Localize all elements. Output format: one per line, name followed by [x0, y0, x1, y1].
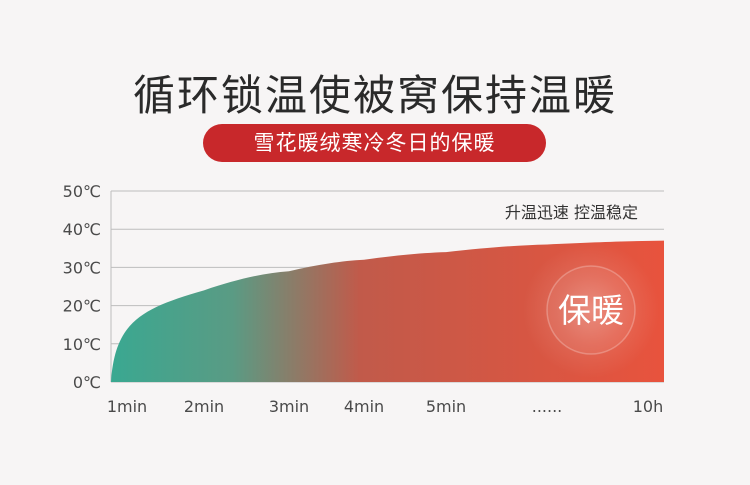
chart-annotation: 升温迅速 控温稳定 — [505, 203, 638, 222]
y-tick-label: 20℃ — [63, 297, 101, 316]
y-tick-label: 40℃ — [63, 220, 101, 239]
y-tick-label: 30℃ — [63, 258, 101, 277]
x-tick-label: 5min — [426, 397, 466, 416]
x-tick-label: 1min — [107, 397, 147, 416]
y-tick-label: 50℃ — [63, 182, 101, 201]
subtitle-banner: 雪花暖绒寒冷冬日的保暖 — [203, 124, 546, 162]
warm-badge-label: 保暖 — [558, 291, 624, 330]
x-tick-label: 4min — [344, 397, 384, 416]
warm-badge-ring — [546, 265, 636, 355]
x-tick-label: ...... — [532, 397, 563, 416]
x-tick-label: 2min — [184, 397, 224, 416]
warm-badge-glow — [523, 242, 659, 378]
y-tick-label: 0℃ — [73, 373, 101, 392]
x-tick-label: 3min — [269, 397, 309, 416]
temperature-area — [111, 240, 664, 382]
x-tick-label: 10h — [633, 397, 664, 416]
y-tick-label: 10℃ — [63, 335, 101, 354]
page-title: 循环锁温使被窝保持温暖 — [132, 71, 617, 120]
